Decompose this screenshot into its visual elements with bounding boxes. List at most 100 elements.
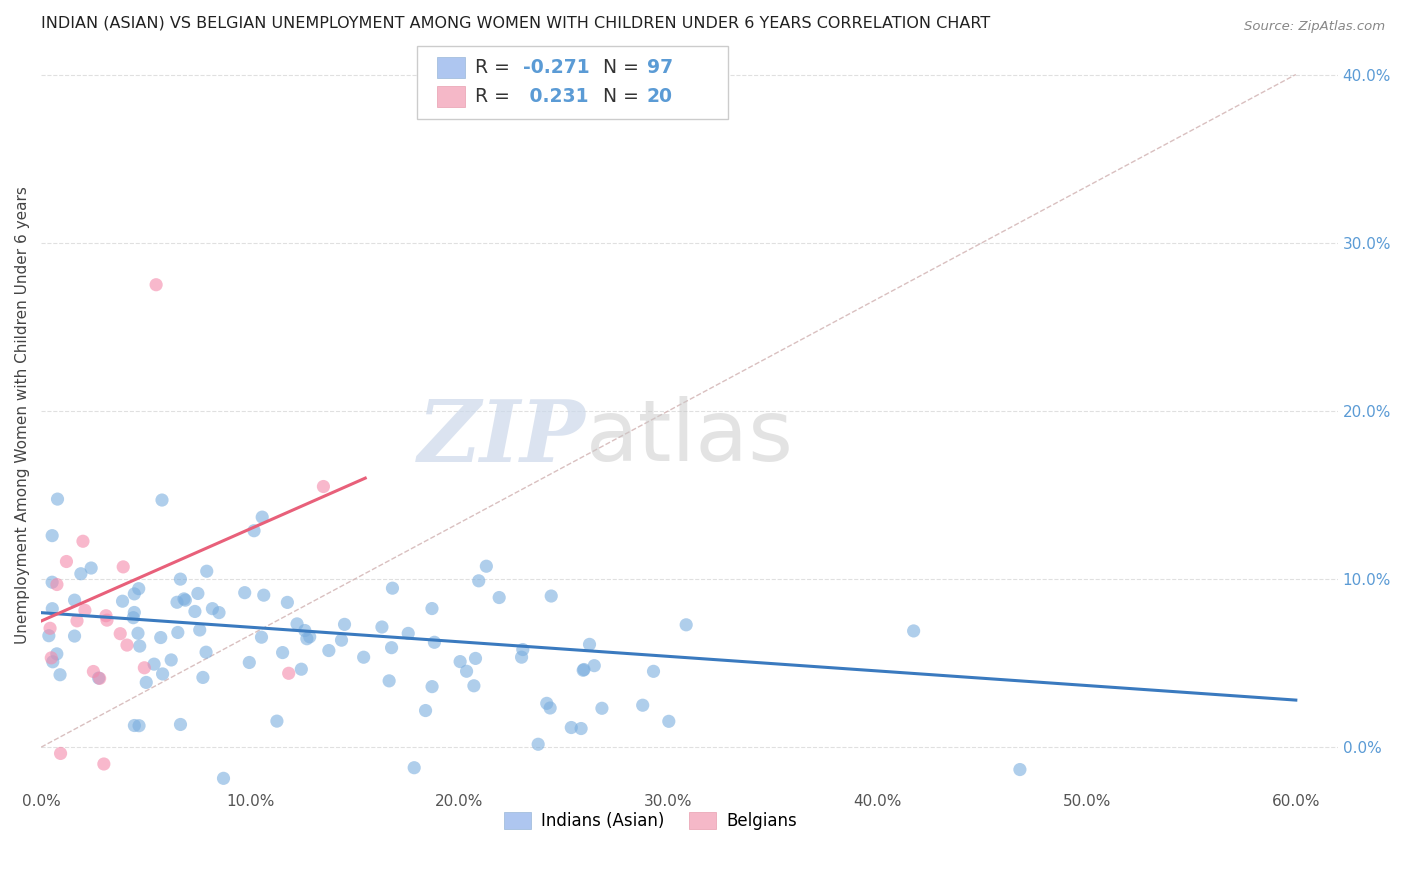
Point [128, 639, 150, 653]
Point [191, 670, 214, 684]
Point [41, 601, 63, 615]
Point [1008, 763, 1031, 777]
Point [330, 633, 353, 648]
Point [63, 629, 86, 643]
Point [253, 588, 276, 602]
Point [250, 510, 273, 524]
Point [423, 635, 446, 649]
Point [572, 663, 595, 677]
Point [73, 603, 96, 617]
Point [371, 620, 394, 634]
Point [538, 701, 561, 715]
Point [381, 581, 404, 595]
Y-axis label: Unemployment Among Women with Children Under 6 years: Unemployment Among Women with Children U… [15, 186, 30, 644]
Point [39, 651, 62, 665]
Point [187, 586, 209, 600]
Point [266, 714, 288, 728]
Point [381, 640, 404, 655]
Point [569, 722, 592, 736]
Point [160, 653, 183, 667]
Point [55, 555, 77, 569]
Point [128, 719, 150, 733]
Point [591, 701, 613, 715]
Point [184, 604, 207, 618]
Point [93, 756, 115, 771]
Point [45, 647, 67, 661]
Point [135, 675, 157, 690]
Point [201, 601, 224, 615]
Point [290, 662, 312, 676]
Point [41, 528, 63, 542]
Point [63, 593, 86, 607]
Point [89, 672, 111, 686]
Point [111, 594, 134, 608]
Point [212, 772, 235, 786]
Point [188, 623, 211, 637]
Point [298, 630, 321, 644]
Point [578, 637, 600, 651]
Point [285, 616, 308, 631]
Text: N =: N = [603, 58, 644, 78]
Point [631, 698, 654, 713]
Point [80, 561, 103, 575]
Point [903, 624, 925, 638]
Point [583, 658, 606, 673]
Point [510, 650, 533, 665]
FancyBboxPatch shape [418, 46, 728, 120]
Point [540, 589, 562, 603]
Text: Source: ZipAtlas.com: Source: ZipAtlas.com [1244, 20, 1385, 33]
Point [143, 657, 166, 672]
Point [675, 617, 697, 632]
Point [173, 591, 195, 606]
Point [353, 650, 375, 665]
Text: -0.271: -0.271 [523, 58, 591, 78]
Point [294, 624, 316, 638]
Point [150, 493, 173, 508]
Point [39, 621, 62, 635]
Point [658, 714, 681, 729]
Point [276, 595, 298, 609]
Point [42, 655, 65, 669]
Point [420, 601, 443, 615]
Text: 0.231: 0.231 [523, 87, 589, 106]
Point [560, 721, 582, 735]
Point [127, 626, 149, 640]
Point [145, 277, 167, 292]
Point [643, 665, 665, 679]
Text: R =: R = [475, 87, 516, 106]
Point [233, 585, 256, 599]
Point [195, 564, 218, 578]
Text: INDIAN (ASIAN) VS BELGIAN UNEMPLOYMENT AMONG WOMEN WITH CHILDREN UNDER 6 YEARS C: INDIAN (ASIAN) VS BELGIAN UNEMPLOYMENT A… [41, 15, 990, 30]
Point [45, 577, 67, 591]
Legend: Indians (Asian), Belgians: Indians (Asian), Belgians [498, 805, 803, 837]
Point [122, 610, 145, 624]
Point [250, 630, 273, 644]
Point [488, 591, 510, 605]
Point [404, 761, 426, 775]
Point [152, 667, 174, 681]
Point [49, 747, 72, 761]
Point [378, 673, 401, 688]
Point [110, 626, 132, 640]
Text: 97: 97 [647, 58, 672, 78]
Point [463, 679, 485, 693]
Point [149, 631, 172, 645]
FancyBboxPatch shape [436, 57, 465, 78]
Point [38, 629, 60, 643]
Point [70, 566, 93, 581]
Point [169, 572, 191, 586]
Point [396, 626, 419, 640]
Point [449, 655, 471, 669]
Point [243, 524, 266, 538]
Point [208, 606, 231, 620]
Point [277, 666, 299, 681]
Point [82, 665, 104, 679]
Text: atlas: atlas [586, 396, 793, 479]
Point [124, 718, 146, 732]
Point [66, 614, 89, 628]
Point [72, 534, 94, 549]
Point [572, 663, 595, 677]
Point [128, 582, 150, 596]
FancyBboxPatch shape [436, 86, 465, 107]
Point [195, 645, 218, 659]
